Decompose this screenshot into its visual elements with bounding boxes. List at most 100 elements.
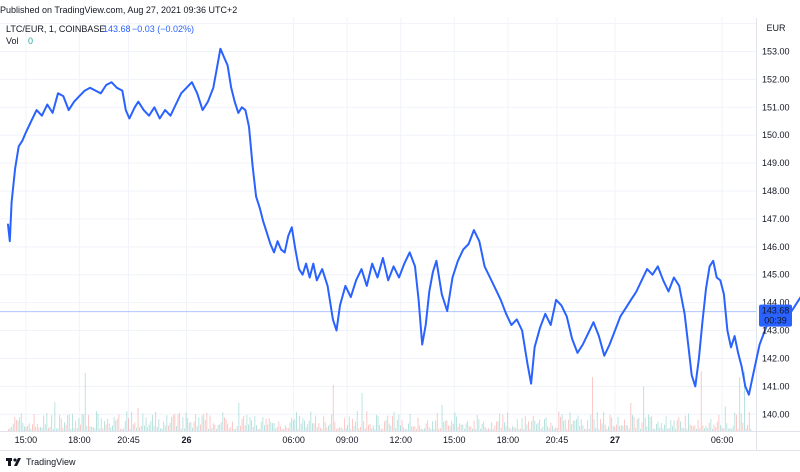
x-tick-label: 09:00 <box>336 435 359 445</box>
volume-bar <box>118 414 120 431</box>
volume-bar <box>582 425 584 431</box>
grid <box>0 18 800 450</box>
volume-bar <box>641 422 643 431</box>
x-tick-label: 20:45 <box>546 435 569 445</box>
volume-bar <box>228 428 230 431</box>
time-axis[interactable]: 15:00 18:00 20:45 26 06:00 09:00 12:00 15:00 18:… <box>15 435 734 445</box>
price-chart[interactable]: 154.00153.00152.00151.00150.00149.00148.… <box>0 18 800 450</box>
volume-bar <box>705 425 707 431</box>
legend-symbol[interactable]: LTC/EUR, 1, COINBASE <box>6 24 105 34</box>
price-axis[interactable]: 154.00153.00152.00151.00150.00149.00148.… <box>762 19 790 420</box>
volume-bar <box>644 417 646 431</box>
volume-bar <box>339 427 341 431</box>
volume-bar <box>41 428 43 431</box>
brand-text: TradingView <box>26 456 76 467</box>
volume-bar <box>614 427 616 431</box>
volume-bar <box>171 416 173 431</box>
volume-bar <box>209 415 211 431</box>
volume-bar <box>446 420 448 431</box>
volume-bar <box>259 428 261 431</box>
volume-bar <box>235 428 237 431</box>
volume-bar <box>704 428 705 431</box>
volume-bar <box>297 428 299 431</box>
chart-frame[interactable]: 154.00153.00152.00151.00150.00149.00148.… <box>0 18 800 450</box>
volume-bars <box>8 371 752 431</box>
volume-bar <box>568 419 569 431</box>
volume-bar <box>342 428 344 431</box>
volume-bar <box>72 413 73 431</box>
tradingview-brand[interactable]: TradingView <box>6 457 76 467</box>
volume-bar <box>243 415 245 431</box>
volume-bar <box>694 425 696 431</box>
volume-bar <box>30 428 32 431</box>
volume-bar <box>558 411 560 431</box>
volume-bar <box>739 377 741 431</box>
volume-bar <box>409 413 411 431</box>
volume-bar <box>604 424 606 431</box>
volume-bar <box>574 420 576 431</box>
volume-bar <box>251 420 253 431</box>
volume-bar <box>153 425 155 431</box>
volume-bar <box>35 426 37 431</box>
volume-bar <box>611 417 613 431</box>
volume-bar <box>179 412 181 431</box>
volume-bar <box>89 426 91 431</box>
volume-bar <box>393 411 395 431</box>
volume-bar <box>134 422 136 431</box>
volume-bar <box>390 426 392 431</box>
volume-bar <box>673 420 675 431</box>
volume-bar <box>553 428 555 431</box>
volume-bar <box>424 428 425 431</box>
volume-bar <box>99 428 101 431</box>
volume-bar <box>284 425 286 431</box>
volume-bar <box>64 422 65 431</box>
volume-bar <box>70 428 72 431</box>
volume-bar <box>518 428 520 431</box>
volume-bar <box>564 419 566 431</box>
volume-bar <box>483 421 485 431</box>
volume-bar <box>731 428 733 431</box>
volume-bar <box>320 427 321 431</box>
volume-bar <box>328 425 329 431</box>
y-tick-label: 147.00 <box>762 214 790 224</box>
volume-bar <box>633 416 635 431</box>
volume-bar <box>273 423 275 431</box>
volume-bar <box>9 428 11 431</box>
volume-bar <box>675 428 677 431</box>
volume-bar <box>496 421 497 431</box>
volume-bar <box>649 416 651 431</box>
volume-bar <box>512 426 513 431</box>
volume-bar <box>65 424 67 431</box>
volume-bar <box>396 419 398 431</box>
x-tick-label: 18:00 <box>497 435 520 445</box>
volume-bar <box>40 427 41 431</box>
volume-bar <box>200 424 201 431</box>
volume-bar <box>668 428 670 431</box>
y-tick-label: 148.00 <box>762 186 790 196</box>
legend: LTC/EUR, 1, COINBASE 143.68 −0.03 (−0.02… <box>6 24 194 46</box>
volume-bar <box>660 423 662 431</box>
volume-bar <box>700 371 702 431</box>
volume-bar <box>217 425 219 431</box>
volume-bar <box>584 428 585 431</box>
volume-bar <box>283 428 285 431</box>
volume-bar <box>593 419 595 431</box>
volume-bar <box>470 426 472 431</box>
volume-bar <box>708 422 710 431</box>
volume-bar <box>425 423 427 431</box>
volume-bar <box>291 417 293 431</box>
volume-bar <box>121 428 123 431</box>
volume-bar <box>27 425 29 431</box>
volume-bar <box>400 425 401 431</box>
volume-bar <box>726 423 728 431</box>
volume-bar <box>468 426 470 431</box>
volume-bar <box>172 415 174 431</box>
volume-bar <box>505 425 507 431</box>
volume-bar <box>486 428 488 431</box>
volume-bar <box>643 386 645 431</box>
volume-bar <box>188 422 190 431</box>
volume-bar <box>432 421 433 431</box>
y-tick-label: 152.00 <box>762 74 790 84</box>
volume-bar <box>401 420 403 431</box>
volume-bar <box>606 428 608 431</box>
